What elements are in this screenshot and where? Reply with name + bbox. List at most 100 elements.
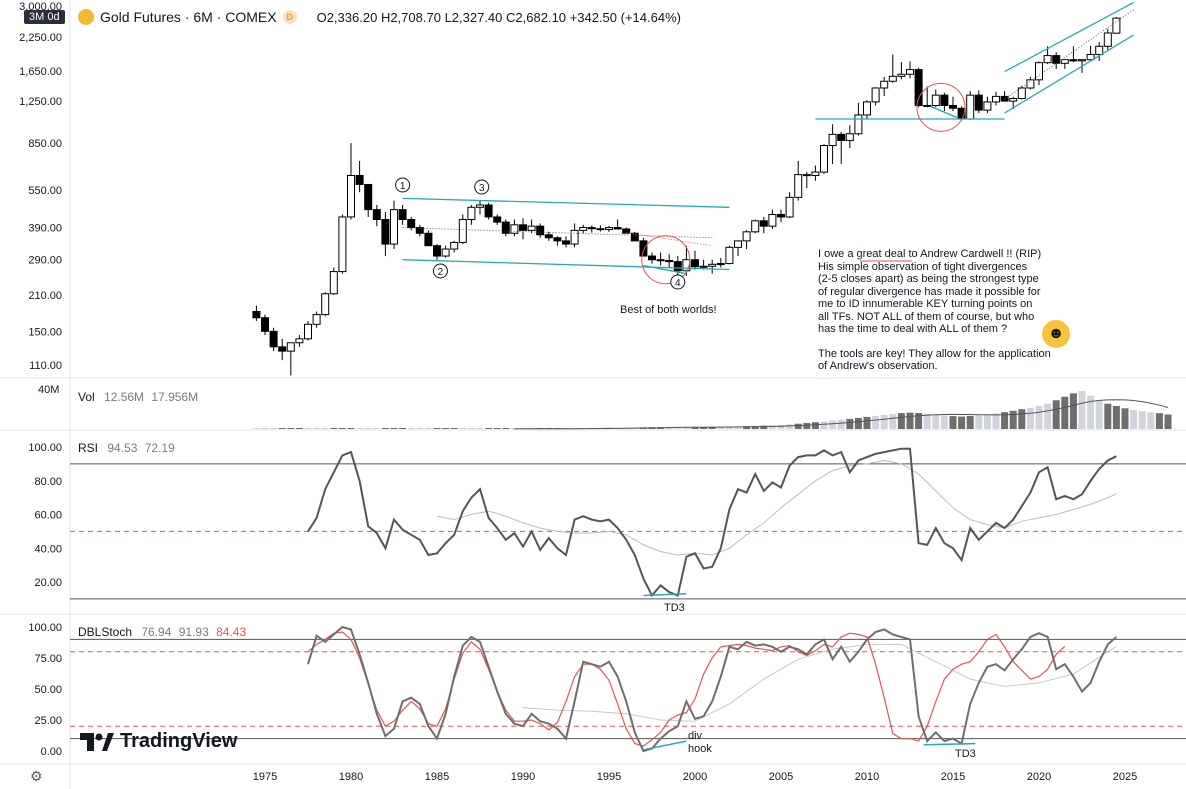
candle-body <box>966 94 975 120</box>
note-line: His simple observation of tight divergen… <box>818 260 1028 273</box>
price-axis-tick-label: 210.00 <box>28 290 62 302</box>
rsi-value: 94.53 <box>107 441 138 455</box>
volume-bar <box>949 416 957 429</box>
volume-legend[interactable]: Vol 12.56M 17.956M <box>78 390 198 404</box>
candle-body <box>802 174 811 177</box>
volume-bar <box>1035 406 1043 429</box>
time-axis-tick-label: 1995 <box>597 771 621 783</box>
tradingview-logo[interactable]: TradingView <box>80 730 237 753</box>
time-axis-tick-label: 1985 <box>425 771 449 783</box>
td3-rsi-label: TD3 <box>664 602 685 614</box>
volume-bar <box>1147 412 1155 429</box>
candle-body <box>1052 55 1061 64</box>
volume-bar <box>1069 393 1077 429</box>
candle-body <box>544 234 553 239</box>
candle-body <box>1009 97 1018 102</box>
price-axis-tick-label: 110.00 <box>29 360 62 372</box>
volume-bar <box>983 414 991 429</box>
volume-bar <box>1095 400 1103 429</box>
note-line: I owe a great deal to Andrew Cardwell !!… <box>818 248 1042 260</box>
candle-body <box>845 133 854 141</box>
volume-bar <box>1044 403 1052 429</box>
time-axis-tick-label: 1980 <box>339 771 363 783</box>
volume-bar <box>381 428 389 429</box>
stoch-divergence-segment <box>923 742 976 746</box>
gold-symbol-icon <box>78 9 94 25</box>
rsi-ma-value: 72.19 <box>144 441 175 455</box>
wave-label-circle <box>432 263 448 279</box>
volume-bar <box>338 428 346 429</box>
rsi-legend[interactable]: RSI 94.53 72.19 <box>78 441 175 455</box>
candle-body <box>854 114 863 135</box>
settings-gear-icon[interactable]: ⚙ <box>30 768 43 784</box>
wave-label-circle <box>395 177 411 193</box>
candle-body <box>458 219 467 243</box>
channel-line-range-bot <box>402 259 730 271</box>
candle-body <box>1078 59 1086 62</box>
candle-body <box>665 259 674 263</box>
volume-bar <box>725 426 733 429</box>
stoch-value-2: 91.93 <box>178 625 209 639</box>
candle-body <box>1086 53 1095 61</box>
stoch-value-3: 84.43 <box>216 625 247 639</box>
volume-bar <box>992 413 1000 429</box>
volume-bar <box>751 426 759 429</box>
wave-label: 2 <box>438 267 444 278</box>
volume-bar <box>708 427 716 429</box>
time-axis-tick-label: 2015 <box>941 771 965 783</box>
channel-line-up-bot <box>1004 34 1134 114</box>
volume-bar <box>1078 391 1086 429</box>
stoch-legend[interactable]: DBLStoch 76.94 91.93 84.43 <box>78 625 246 639</box>
volume-bar <box>691 427 699 429</box>
volume-bar <box>863 416 871 429</box>
volume-bar <box>1026 407 1034 429</box>
stoch-d-line <box>307 631 1066 747</box>
stoch-axis-tick-label: 0.00 <box>41 746 62 758</box>
volume-bar <box>467 428 475 429</box>
time-axis-tick-label: 1990 <box>511 771 535 783</box>
volume-bar <box>313 428 321 429</box>
volume-bar <box>407 428 415 429</box>
ohlc-close: C2,682.10 <box>506 9 567 25</box>
candle-body <box>691 259 699 268</box>
volume-bar <box>330 428 338 429</box>
candle-body <box>751 220 760 233</box>
symbol-title[interactable]: Gold Futures · 6M · COMEX <box>100 9 277 25</box>
price-axis-tick-label: 2,250.00 <box>19 32 62 44</box>
note-line: of regular divergence has made it possib… <box>818 285 1041 298</box>
channel-line-up-top <box>1004 1 1134 73</box>
candle-body <box>716 263 725 266</box>
candle-body <box>923 105 932 108</box>
candle-body <box>269 330 278 348</box>
candle-body <box>450 241 459 250</box>
volume-bar <box>364 428 372 429</box>
time-axis-tick-label: 2020 <box>1027 771 1051 783</box>
stoch-axis-tick-label: 25.00 <box>34 715 62 727</box>
rsi-axis-tick-label: 80.00 <box>34 476 62 488</box>
candle-body <box>484 204 493 218</box>
candle-body <box>381 219 390 245</box>
time-axis-tick-label: 2010 <box>855 771 879 783</box>
interval-badge[interactable]: 3M 0d <box>24 10 65 24</box>
stoch-axis-tick-label: 50.00 <box>34 684 62 696</box>
candle-body <box>871 87 880 103</box>
note-line: all TFs. NOT ALL of them of course, but … <box>818 310 1035 323</box>
candle-body <box>278 346 287 352</box>
candle-body <box>252 311 261 319</box>
rsi-divergence-segment <box>643 593 687 597</box>
candle-body <box>579 227 588 231</box>
candle-body <box>1043 55 1052 64</box>
volume-bar <box>1121 408 1129 429</box>
candle-body <box>261 317 269 332</box>
price-divergence-segment <box>643 264 687 275</box>
candle-body <box>992 95 1000 103</box>
volume-bar <box>700 427 708 429</box>
volume-bar <box>1104 403 1112 429</box>
candle-body <box>553 237 562 242</box>
volume-bar <box>717 426 725 429</box>
volume-bar <box>734 426 742 429</box>
candle-body <box>949 105 957 109</box>
candle-body <box>501 221 510 234</box>
candle-body <box>622 228 631 234</box>
